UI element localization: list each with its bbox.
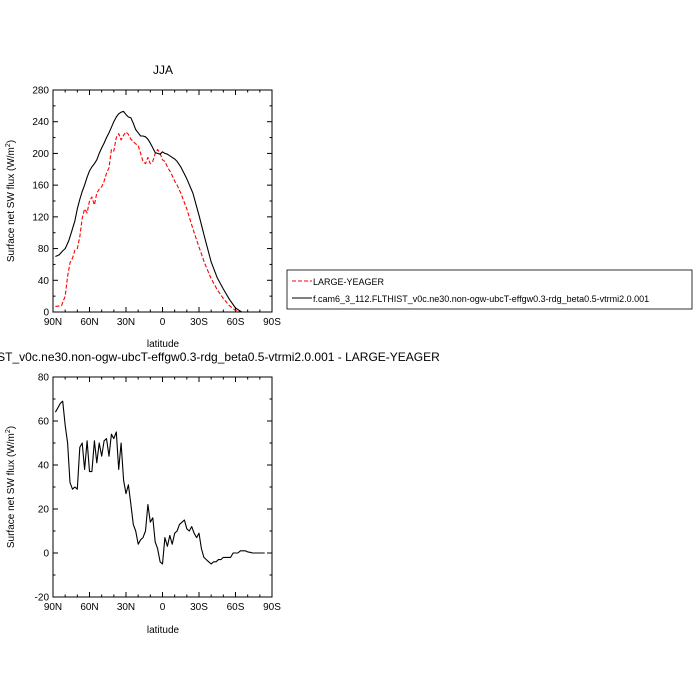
bottom-y-tick-label: 20 <box>38 505 50 516</box>
bottom-x-tick-label: 0 <box>160 602 166 613</box>
bottom-panel-ticks: 90N 60N 30N 0 30S 60S 90S -20 0 20 40 60 80 <box>35 373 282 614</box>
top-x-tick-label: 30N <box>117 317 135 328</box>
bottom-x-tick-label: 60N <box>80 602 98 613</box>
top-y-tick-label: 280 <box>32 86 49 97</box>
bottom-y-tick-label: 0 <box>43 549 49 560</box>
bottom-panel-series <box>54 400 265 565</box>
top-y-tick-label: 40 <box>38 276 50 287</box>
legend-label-large-yeager: LARGE-YEAGER <box>313 277 385 287</box>
bottom-panel-y-axis-label: Surface net SW flux (W/m2) <box>5 426 17 548</box>
legend: LARGE-YEAGER f.cam6_3_112.FLTHIST_v0c.ne… <box>286 269 693 310</box>
bottom-x-tick-label: 30S <box>190 602 208 613</box>
bottom-y-tick-label: 80 <box>38 373 50 384</box>
top-x-tick-label: 0 <box>160 317 166 328</box>
top-panel-x-axis-label: latitude <box>147 339 180 350</box>
top-series-line-2 <box>55 110 264 313</box>
top-y-tick-label: 120 <box>32 212 49 223</box>
top-x-tick-label: 90N <box>44 317 62 328</box>
top-x-tick-label: 30S <box>190 317 208 328</box>
bottom-x-tick-label: 30N <box>117 602 135 613</box>
bottom-x-tick-label: 90S <box>263 602 281 613</box>
top-y-tick-label: 80 <box>38 244 50 255</box>
legend-label-model-run: f.cam6_3_112.FLTHIST_v0c.ne30.non-ogw-ub… <box>313 294 649 304</box>
bottom-y-tick-label: 40 <box>38 461 50 472</box>
bottom-panel-x-axis-label: latitude <box>147 625 180 636</box>
legend-box <box>286 269 693 310</box>
bottom-panel-plot-frame <box>52 376 273 598</box>
top-y-tick-label: 0 <box>43 308 49 319</box>
top-series-line-1 <box>55 131 264 313</box>
top-y-tick-label: 200 <box>32 149 49 160</box>
top-x-tick-label: 90S <box>263 317 281 328</box>
bottom-x-tick-label: 60S <box>227 602 245 613</box>
top-x-tick-label: 60S <box>227 317 245 328</box>
bottom-series-line-1 <box>54 400 265 565</box>
top-y-tick-label: 160 <box>32 181 49 192</box>
top-panel-ticks: 90N 60N 30N 0 30S 60S 90S 0 40 80 120 160 200 240 280 <box>32 86 281 329</box>
bottom-x-tick-label: 90N <box>44 602 62 613</box>
top-panel-plot-frame <box>52 89 273 313</box>
top-panel: JJA Surface net SW flux (W/m2) latitude … <box>5 63 281 350</box>
top-panel-y-axis-label: Surface net SW flux (W/m2) <box>5 140 17 262</box>
bottom-panel: f.cam6_3_112.FLTHIST_v0c.ne30.non-ogw-ub… <box>0 350 440 636</box>
bottom-y-tick-label: -20 <box>35 593 50 604</box>
bottom-y-tick-label: 60 <box>38 417 50 428</box>
bottom-panel-title: f.cam6_3_112.FLTHIST_v0c.ne30.non-ogw-ub… <box>0 350 440 364</box>
top-panel-series <box>55 110 264 313</box>
top-x-tick-label: 60N <box>80 317 98 328</box>
top-panel-title: JJA <box>153 63 173 77</box>
top-y-tick-label: 240 <box>32 117 49 128</box>
